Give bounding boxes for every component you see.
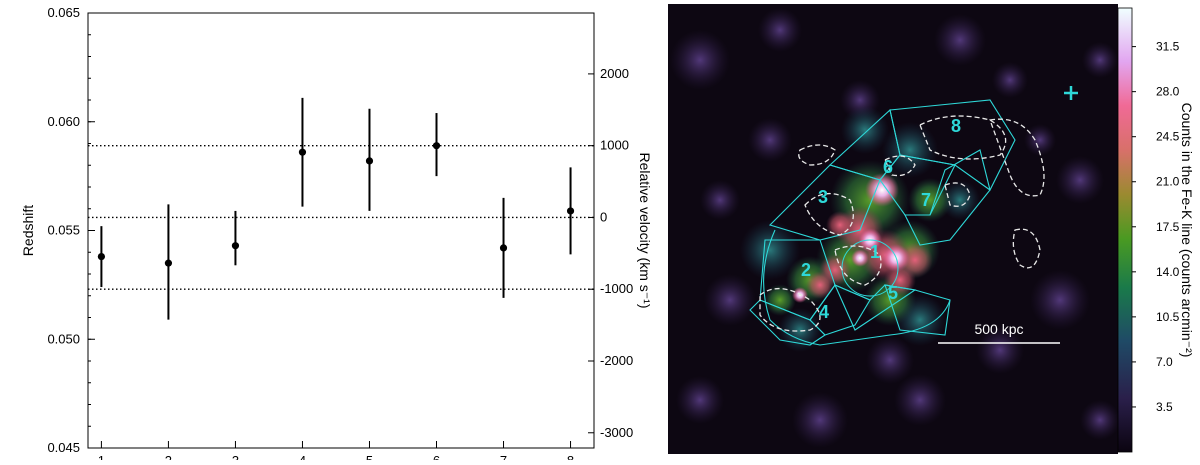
pink-blob xyxy=(865,173,899,207)
data-point xyxy=(164,259,173,267)
noise-blob xyxy=(1056,156,1104,204)
noise-blob xyxy=(704,274,756,326)
teal-blob xyxy=(740,220,800,280)
plot-frame xyxy=(87,12,595,449)
noise-blob xyxy=(676,376,724,424)
data-point xyxy=(499,244,508,252)
y-tick-label: 0.050 xyxy=(47,331,80,346)
x-tick-label: 2 xyxy=(165,453,172,460)
colorbar-tick-label: 28.0 xyxy=(1156,85,1180,99)
y-axis-title: Redshift xyxy=(20,205,36,256)
right-y-tick-label: -1000 xyxy=(600,281,633,296)
region-polygon xyxy=(904,149,991,246)
right-y-tick-label: -2000 xyxy=(600,353,633,368)
noise-blob xyxy=(792,392,848,448)
pink-blob xyxy=(851,249,869,267)
right-y-tick-label: 2000 xyxy=(600,66,629,81)
teal-blob xyxy=(841,106,889,154)
y-tick-label: 0.065 xyxy=(47,5,80,20)
right-y-axis-title: Relative velocity (km s⁻¹) xyxy=(637,153,653,309)
colorbar-title: Counts in the Fe-K line (counts arcmin⁻²… xyxy=(1179,103,1195,358)
data-point xyxy=(298,148,307,156)
noise-blob xyxy=(758,8,802,52)
colorbar-tick-label: 17.5 xyxy=(1156,220,1180,234)
region-label: 7 xyxy=(921,190,931,210)
redshift-scatter-chart: 0.045 0.050 0.055 0.060 0.065 -3000 -2000 -1000… xyxy=(20,5,653,465)
colorbar-tick-label: 31.5 xyxy=(1156,40,1180,54)
noise-blob xyxy=(894,374,946,426)
noise-blob xyxy=(976,326,1024,374)
noise-blob xyxy=(1082,42,1118,78)
x-tick-label: 6 xyxy=(433,453,440,460)
region-outer-arc xyxy=(763,229,951,346)
region-polygon xyxy=(889,99,1016,191)
data-point xyxy=(365,157,374,165)
dashed-contour xyxy=(834,245,882,286)
colorbar xyxy=(1117,7,1133,453)
pink-blob xyxy=(792,287,808,303)
noise-blob xyxy=(934,14,986,66)
red-blob xyxy=(884,264,916,296)
colorbar-tick-label: 24.5 xyxy=(1156,130,1180,144)
x-tick-label: 8 xyxy=(567,453,574,460)
x-tick-label: 3 xyxy=(232,453,239,460)
dashed-contour xyxy=(884,155,916,177)
dashed-contour xyxy=(798,144,836,166)
noise-blob xyxy=(866,336,914,384)
data-point xyxy=(97,253,106,261)
noise-blob xyxy=(992,62,1028,98)
region-label: 4 xyxy=(819,302,829,322)
x-tick-label: 7 xyxy=(500,453,507,460)
region-label: 1 xyxy=(870,242,880,262)
region-polygon xyxy=(828,108,901,181)
x-tick-label: 4 xyxy=(299,453,306,460)
colorbar-tick-label: 3.5 xyxy=(1156,400,1173,414)
dashed-contour xyxy=(759,288,821,332)
red-blob xyxy=(806,271,834,299)
region-core-outline xyxy=(841,239,899,297)
dashed-contour xyxy=(944,182,971,207)
y-tick-label: 0.045 xyxy=(47,440,80,455)
colorbar-tick-label: 21.0 xyxy=(1156,175,1180,189)
region-label: 5 xyxy=(888,283,898,303)
dashed-contour xyxy=(989,118,1045,197)
noise-blob xyxy=(1080,400,1120,440)
dashed-contour xyxy=(1012,228,1041,269)
green-blob xyxy=(908,178,952,222)
fe-k-line-map: 1 2 3 4 5 6 7 8 500 kpc 3.5 7.0 10.5 14.0 17.5 21.0 24.… xyxy=(660,0,1200,460)
right-y-tick-label: 1000 xyxy=(600,138,629,153)
region-label: 2 xyxy=(801,260,811,280)
colorbar-tick-label: 10.5 xyxy=(1156,310,1180,324)
colorbar-tick-label: 7.0 xyxy=(1156,355,1173,369)
region-polygon xyxy=(884,284,951,336)
y-tick-label: 0.060 xyxy=(47,114,80,129)
noise-blob xyxy=(748,118,792,162)
region-label: 6 xyxy=(883,157,893,177)
colorbar-tick-label: 14.0 xyxy=(1156,265,1180,279)
redshift-scatter-svg: 0.045 0.050 0.055 0.060 0.065 -3000 -2000 -1000… xyxy=(20,5,653,465)
x-tick-label: 5 xyxy=(366,453,373,460)
noise-blob xyxy=(1030,270,1090,330)
dashed-contour xyxy=(919,115,1007,160)
noise-blob xyxy=(1024,124,1056,156)
region-label: 8 xyxy=(951,116,961,136)
red-blob xyxy=(826,211,854,239)
x-tick-label: 1 xyxy=(98,453,105,460)
teal-blob xyxy=(940,180,980,220)
fe-k-line-map-svg: 1 2 3 4 5 6 7 8 500 kpc 3.5 7.0 10.5 14.0 17.5 21.0 24.… xyxy=(668,4,1195,454)
data-point xyxy=(566,207,575,215)
noise-blob xyxy=(700,180,740,220)
green-blob xyxy=(764,284,796,316)
y-tick-label: 0.055 xyxy=(47,223,80,238)
data-point xyxy=(432,142,441,150)
right-y-tick-label: 0 xyxy=(600,209,607,224)
scale-bar-label: 500 kpc xyxy=(974,321,1023,337)
data-point xyxy=(231,242,240,250)
dashed-contour xyxy=(804,193,854,236)
right-y-tick-label: -3000 xyxy=(600,425,633,440)
region-polygon xyxy=(768,164,881,241)
noise-blob xyxy=(670,30,730,90)
region-label: 3 xyxy=(818,187,828,207)
